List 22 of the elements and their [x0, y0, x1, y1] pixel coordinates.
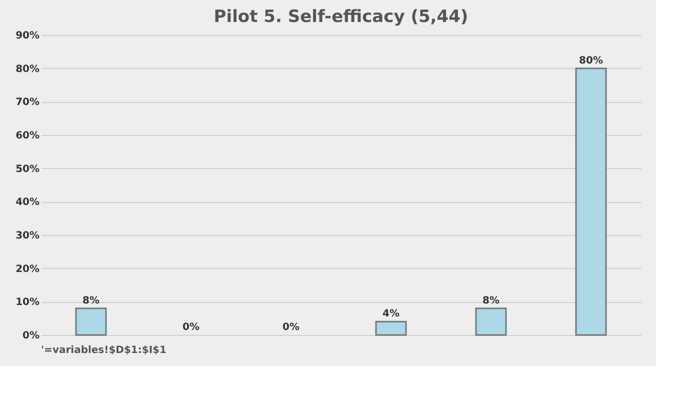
y-tick-label: 80% [16, 64, 40, 75]
bar [475, 308, 507, 336]
y-tick-label: 50% [16, 164, 40, 175]
data-label: 80% [579, 55, 603, 66]
text: '=variables!$D$1:$I$1 [41, 345, 167, 356]
y-tick-label: 10% [16, 297, 40, 308]
y-tick-label: 20% [16, 264, 40, 275]
data-label: 0% [282, 322, 300, 333]
data-label: 4% [382, 308, 400, 320]
y-tick-label: 0% [22, 330, 40, 342]
bar [75, 308, 107, 336]
y-tick-label: 60% [16, 130, 40, 142]
y-tick-label: 30% [16, 230, 40, 242]
data-label: 8% [82, 295, 100, 306]
data-label: 0% [182, 322, 200, 333]
bar [575, 68, 607, 336]
y-tick-label: 40% [16, 197, 40, 208]
y-tick-label: 70% [16, 97, 40, 108]
y-tick-label: 90% [16, 30, 40, 42]
bar [375, 320, 407, 336]
chart-title: Pilot 5. Self-efficacy (5,44) [214, 7, 468, 27]
data-label: 8% [482, 295, 500, 306]
